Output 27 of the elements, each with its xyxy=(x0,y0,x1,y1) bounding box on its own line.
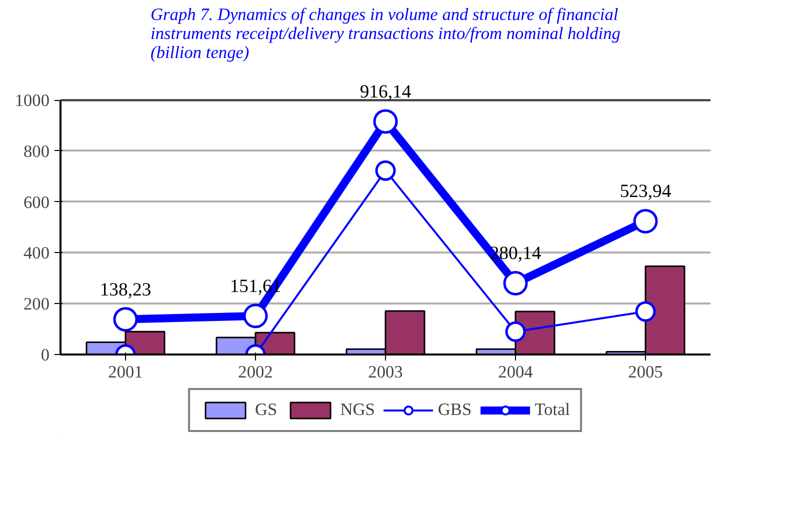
y-tick-label: 200 xyxy=(24,294,50,314)
y-tick-label: 800 xyxy=(24,142,50,161)
point xyxy=(505,321,526,342)
x-tick-label: 2002 xyxy=(238,362,273,382)
data-label: 916,14 xyxy=(360,81,412,102)
point xyxy=(633,208,658,234)
legend-label: GBS xyxy=(438,400,472,420)
y-tick-label: 600 xyxy=(24,192,50,212)
x-tick-label: 2003 xyxy=(368,362,403,382)
x-tick-label: 2001 xyxy=(108,362,143,382)
x-tick-label: 2004 xyxy=(498,362,534,382)
y-tick-label: 1000 xyxy=(14,91,50,110)
point xyxy=(243,304,268,328)
legend-label: GS xyxy=(255,400,278,420)
point xyxy=(503,271,528,296)
point xyxy=(113,307,138,332)
data-label: 138,23 xyxy=(100,279,152,300)
data-label: 523,94 xyxy=(620,181,672,202)
x-tick-label: 2005 xyxy=(628,362,663,382)
chart-title: Graph 7. Dynamics of changes in volume and structure of financial instruments receipt/delivery transactions into/from nominal holding (billion tenge) xyxy=(150,5,621,62)
legend-label: NGS xyxy=(340,400,375,420)
y-tick-label: 0 xyxy=(40,346,50,364)
legend-label: Total xyxy=(534,400,570,420)
point xyxy=(373,109,398,134)
point xyxy=(375,160,396,181)
point xyxy=(635,301,656,322)
y-tick-label: 400 xyxy=(24,244,50,263)
